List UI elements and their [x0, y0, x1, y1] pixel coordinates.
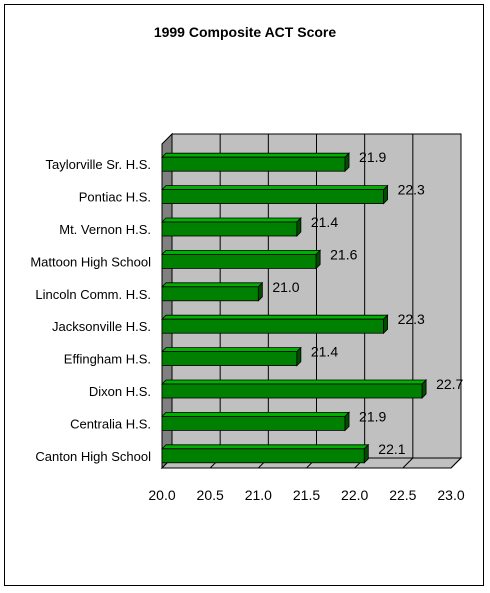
value-label: 21.6 [330, 246, 357, 262]
bar-top [161, 282, 264, 288]
bar [161, 217, 302, 237]
bar-top [161, 249, 322, 255]
value-label: 22.7 [436, 376, 463, 392]
bar-top [161, 347, 302, 353]
x-tick-label: 20.0 [148, 487, 175, 503]
bar-end [421, 379, 427, 399]
bar [161, 411, 350, 432]
bar-top [161, 314, 389, 320]
value-label: 22.3 [398, 311, 425, 327]
floor-gridline [402, 457, 414, 469]
category-label: Pontiac H.S. [79, 190, 151, 205]
bar-front [161, 189, 384, 205]
x-tick-label: 21.0 [245, 487, 272, 503]
x-tick-label: 21.5 [293, 487, 320, 503]
value-labels: 21.9 22.3 21.4 21.6 21.0 22.3 21.4 22.7 21.9 22.1 [272, 149, 463, 457]
bar-top [161, 411, 350, 417]
value-label: 21.9 [359, 149, 386, 165]
bar-top [161, 152, 350, 158]
bar-end [344, 152, 350, 173]
x-tick-label: 20.5 [197, 487, 224, 503]
bar-front [161, 156, 346, 172]
bar-front [161, 383, 423, 399]
bar-front [161, 415, 346, 431]
x-tick-label: 22.0 [341, 487, 368, 503]
bar-end [296, 346, 302, 367]
bar-front [161, 448, 365, 464]
bar-top [161, 379, 428, 385]
category-label: Mt. Vernon H.S. [59, 222, 151, 237]
category-label: Taylorville Sr. H.S. [46, 157, 151, 172]
bar-end [315, 249, 321, 270]
x-tick-labels: 20.0 20.5 21.0 21.5 22.0 22.5 23.0 [148, 487, 464, 503]
floor-gridline [450, 457, 462, 469]
value-label: 21.9 [359, 408, 386, 424]
bar-top [161, 444, 370, 450]
bar-front [161, 221, 298, 237]
category-label: Effingham H.S. [64, 352, 151, 367]
category-label: Dixon H.S. [89, 384, 151, 399]
category-label: Canton High School [35, 449, 151, 464]
bar-front [161, 253, 317, 269]
value-label: 21.4 [311, 214, 338, 230]
value-label: 22.3 [398, 182, 425, 198]
value-label: 21.0 [272, 279, 299, 295]
value-label: 21.4 [311, 344, 338, 360]
bar [161, 314, 389, 335]
bar [161, 379, 428, 399]
bar [161, 281, 264, 302]
x-tick-label: 23.0 [437, 487, 464, 503]
bar [161, 346, 302, 367]
bar-end [296, 217, 302, 237]
bar-end [383, 314, 388, 335]
value-label: 22.1 [378, 441, 405, 457]
category-labels: Taylorville Sr. H.S. Pontiac H.S. Mt. Vern… [30, 157, 151, 464]
category-label: Mattoon High School [30, 254, 151, 269]
bar [161, 443, 370, 464]
bars [161, 152, 428, 464]
x-tick-label: 22.5 [389, 487, 416, 503]
bar-top [161, 185, 389, 191]
category-label: Lincoln Comm. H.S. [35, 287, 151, 302]
bar-front [161, 351, 298, 367]
category-label: Centralia H.S. [70, 416, 151, 431]
category-label: Jacksonville H.S. [52, 319, 151, 334]
bar [161, 184, 389, 205]
bar-end [344, 411, 350, 432]
bar [161, 249, 322, 270]
bar-end [363, 443, 369, 464]
bar-top [161, 217, 302, 223]
bar-end [257, 281, 263, 302]
bar-front [161, 318, 384, 334]
bar-front [161, 286, 259, 302]
bar-end [383, 184, 388, 205]
chart-title: 1999 Composite ACT Score [154, 24, 337, 40]
bar [161, 152, 350, 173]
